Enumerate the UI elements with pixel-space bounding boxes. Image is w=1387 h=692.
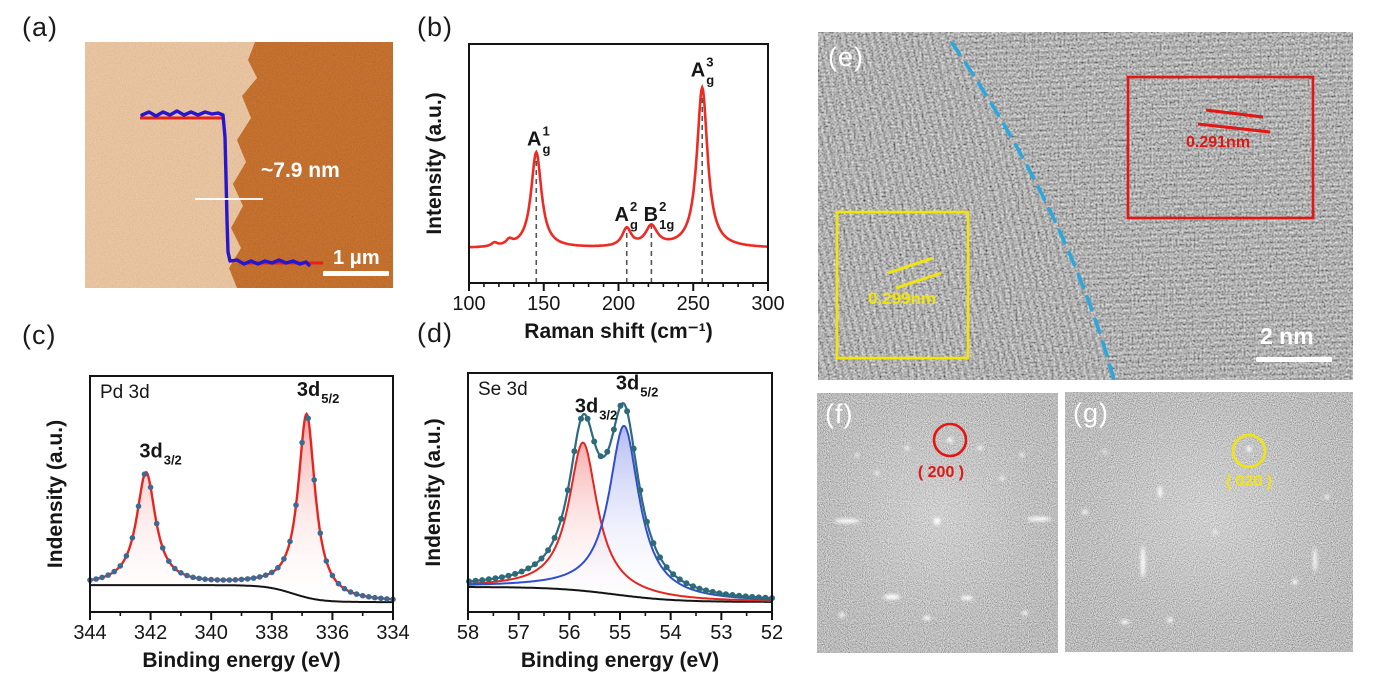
afm-scalebar: [323, 271, 389, 276]
yellow-spacing-mark-1: [887, 256, 934, 275]
svg-text:Se 3d: Se 3d: [478, 379, 528, 400]
fft-g-spots: [1082, 446, 1329, 624]
afm-scalebar-label: 1 μm: [333, 247, 380, 269]
svg-text:Binding energy (eV): Binding energy (eV): [142, 649, 340, 672]
fft-200-circle: [932, 422, 968, 458]
svg-text:300: 300: [751, 293, 784, 315]
afm-noise-texture: [85, 42, 393, 288]
svg-text:3d: 3d: [139, 440, 162, 462]
xps-pd3d-chart: 344 342 340 338 336 334 Binding energy (eV) Ind…: [44, 375, 410, 672]
svg-text:B: B: [644, 204, 658, 226]
svg-text:g: g: [706, 72, 714, 87]
panel-d-label: (d): [417, 318, 453, 348]
red-region-box: [1126, 75, 1315, 220]
fft-f-spots: [834, 437, 1051, 620]
svg-text:A: A: [527, 129, 541, 151]
svg-text:Indensity (a.u.): Indensity (a.u.): [422, 418, 445, 566]
afm-image-graphic: [85, 42, 393, 288]
svg-text:344: 344: [73, 622, 106, 644]
xps-se3d-chart: 58 57 56 55 54 53 52 Binding energy (eV) Indensi…: [422, 372, 783, 672]
lattice-spacing-right-label: 0.291nm: [1186, 134, 1251, 151]
red-spacing-mark-2: [1197, 122, 1271, 134]
raman-spectrum-chart: 100 150 200 250 300 Raman shift (cm⁻¹) Intensi…: [423, 43, 785, 343]
svg-text:56: 56: [558, 622, 580, 644]
fft-pattern-020: (g) ( 020 ): [1065, 392, 1353, 652]
svg-text:58: 58: [457, 622, 479, 644]
tem-scalebar-label: 2 nm: [1260, 323, 1314, 349]
svg-text:200: 200: [602, 293, 635, 315]
panel-g-label: (g): [1073, 398, 1109, 428]
fft-g-glow: [1065, 392, 1353, 652]
svg-text:2: 2: [630, 199, 637, 214]
panel-b-label: (b): [417, 12, 453, 42]
panel-a-label: (a): [22, 12, 58, 42]
svg-text:3d: 3d: [616, 373, 639, 395]
height-marker-line: [195, 198, 263, 200]
svg-text:340: 340: [195, 622, 228, 644]
fft-pattern-200: (f) ( 200 ): [817, 393, 1058, 653]
svg-text:3/2: 3/2: [164, 452, 182, 467]
lattice-spacing-left-label: 0.299nm: [868, 289, 937, 308]
svg-text:Indensity (a.u.): Indensity (a.u.): [44, 420, 67, 568]
svg-text:5/2: 5/2: [640, 385, 658, 400]
svg-text:55: 55: [609, 622, 631, 644]
yellow-spacing-mark-2: [895, 271, 942, 290]
panel-f-label: (f): [825, 399, 854, 429]
hrtem-graphic: [818, 32, 1353, 380]
svg-text:100: 100: [452, 293, 485, 315]
hrtem-image: (e) 0.291nm 0.299nm 2 nm: [818, 32, 1353, 380]
svg-text:342: 342: [134, 622, 167, 644]
svg-text:g: g: [543, 142, 551, 157]
afm-image: ~7.9 nm 1 μm: [85, 42, 393, 288]
svg-text:Binding energy (eV): Binding energy (eV): [521, 649, 719, 672]
panel-c-label: (c): [22, 320, 57, 350]
svg-text:2: 2: [659, 199, 666, 214]
red-spacing-mark-1: [1205, 108, 1264, 119]
tem-scalebar: [1256, 357, 1332, 362]
svg-text:3: 3: [706, 54, 713, 69]
fft-200-graphic: [817, 393, 1058, 653]
svg-text:g: g: [630, 217, 638, 232]
svg-text:A: A: [615, 204, 629, 226]
svg-text:57: 57: [508, 622, 530, 644]
yellow-region-box: [835, 210, 970, 360]
svg-text:Pd 3d: Pd 3d: [100, 382, 150, 403]
svg-text:3/2: 3/2: [599, 407, 617, 422]
height-annotation: ~7.9 nm: [261, 159, 340, 182]
svg-text:54: 54: [660, 622, 682, 644]
fft-020-circle: [1231, 433, 1267, 469]
fft-020-plane-label: ( 020 ): [1225, 473, 1273, 490]
svg-text:A: A: [691, 59, 705, 81]
svg-text:5/2: 5/2: [321, 391, 339, 406]
svg-text:52: 52: [761, 622, 783, 644]
svg-text:334: 334: [376, 622, 409, 644]
svg-text:250: 250: [677, 293, 710, 315]
svg-text:338: 338: [255, 622, 288, 644]
svg-text:336: 336: [316, 622, 349, 644]
svg-text:150: 150: [527, 293, 560, 315]
svg-text:3d: 3d: [575, 395, 598, 417]
svg-text:1: 1: [543, 124, 550, 139]
svg-text:Raman shift (cm⁻¹): Raman shift (cm⁻¹): [524, 320, 712, 343]
svg-text:53: 53: [710, 622, 732, 644]
svg-text:Intensity (a.u.): Intensity (a.u.): [423, 92, 446, 234]
svg-text:3d: 3d: [297, 379, 320, 401]
fft-020-graphic: [1065, 392, 1353, 652]
grain-boundary-dashed-line: [950, 41, 1116, 380]
panel-e-label: (e): [828, 42, 864, 72]
svg-text:1g: 1g: [659, 217, 674, 232]
fft-200-plane-label: ( 200 ): [917, 464, 965, 481]
